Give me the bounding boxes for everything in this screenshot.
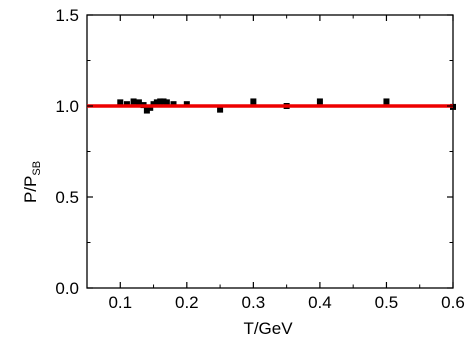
y-tick-label-0: 0.0 <box>55 279 79 298</box>
data-point-6 <box>147 104 154 111</box>
y-tick-label-3: 1.5 <box>55 6 79 25</box>
data-point-1 <box>123 101 130 108</box>
data-point-12 <box>170 101 177 108</box>
data-point-13 <box>183 101 190 108</box>
plot-frame <box>86 14 454 289</box>
data-point-14 <box>217 106 224 113</box>
x-tick-label-2: 0.3 <box>242 293 266 312</box>
data-point-11 <box>163 99 170 106</box>
x-tick-label-0: 0.1 <box>108 293 132 312</box>
plot-area <box>86 14 454 289</box>
data-point-7 <box>150 101 157 108</box>
y-axis-title-subscript: SB <box>31 161 43 176</box>
x-tick-label-4: 0.5 <box>375 293 399 312</box>
y-axis-title: P/PSB <box>21 161 43 203</box>
data-point-15 <box>250 98 257 105</box>
data-point-17 <box>316 98 323 105</box>
data-point-18 <box>383 98 390 105</box>
data-point-3 <box>135 99 142 106</box>
data-layer <box>87 98 456 114</box>
axes: 0.1 0.2 0.3 0.4 0.5 0.6 0.0 0.5 1.0 1.5 <box>55 6 464 312</box>
y-axis-title-main: P/P <box>21 176 40 203</box>
data-point-8 <box>153 99 160 106</box>
data-point-0 <box>117 99 124 106</box>
y-tick-label-2: 1.0 <box>55 97 79 116</box>
data-point-9 <box>157 98 164 105</box>
data-point-2 <box>130 98 137 105</box>
x-tick-label-5: 0.6 <box>441 293 465 312</box>
y-tick-label-1: 0.5 <box>55 188 79 207</box>
data-point-5 <box>143 107 150 114</box>
x-tick-label-1: 0.2 <box>175 293 199 312</box>
data-point-10 <box>160 98 167 105</box>
x-axis-title: T/GeV <box>243 319 293 338</box>
x-tick-label-3: 0.4 <box>308 293 332 312</box>
